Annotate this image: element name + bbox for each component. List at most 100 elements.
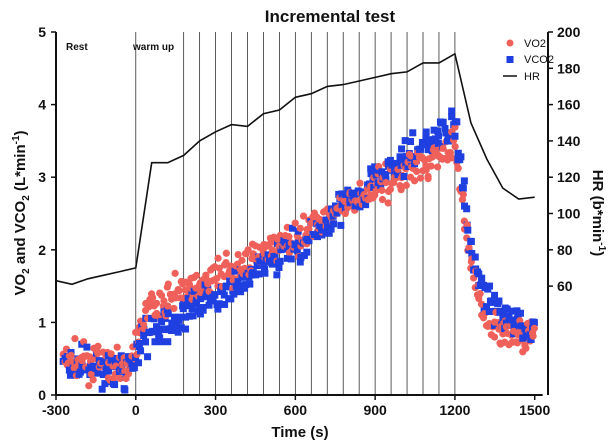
vco2-point bbox=[499, 314, 507, 322]
vco2-point bbox=[214, 305, 222, 313]
vco2-point bbox=[275, 264, 283, 272]
vco2-point bbox=[211, 291, 219, 299]
vo2-point bbox=[413, 167, 421, 176]
vco2-point bbox=[168, 327, 176, 335]
vco2-point bbox=[451, 132, 459, 140]
vo2-point bbox=[382, 178, 390, 187]
y-axis-label-left: VO2 and VCO2 (L*min-1) bbox=[11, 130, 32, 295]
vo2-point bbox=[238, 256, 246, 264]
vo2-point bbox=[234, 250, 242, 259]
vco2-point bbox=[424, 146, 432, 154]
vco2-point bbox=[230, 290, 238, 298]
vco2-point bbox=[156, 334, 164, 342]
vco2-point bbox=[164, 338, 172, 346]
vco2-point bbox=[276, 257, 284, 265]
legend-label-vo2: VO2 bbox=[524, 38, 546, 50]
vo2-point bbox=[428, 153, 436, 161]
vco2-point bbox=[448, 113, 456, 121]
vco2-point bbox=[427, 141, 435, 149]
vo2-point bbox=[164, 280, 172, 288]
vco2-point bbox=[483, 303, 491, 311]
vco2-point bbox=[150, 315, 158, 323]
vco2-point bbox=[182, 325, 190, 333]
vco2-point bbox=[485, 307, 493, 315]
vco2-point bbox=[231, 267, 239, 275]
vco2-point bbox=[253, 261, 261, 269]
vco2-point bbox=[94, 369, 102, 377]
vco2-point bbox=[151, 338, 159, 346]
vco2-point bbox=[324, 223, 332, 231]
vo2-point bbox=[71, 334, 79, 343]
vco2-point bbox=[285, 243, 293, 251]
vco2-point bbox=[205, 301, 213, 309]
vco2-point bbox=[261, 269, 269, 277]
vo2-point bbox=[454, 164, 462, 172]
legend-marker-vco2 bbox=[506, 56, 514, 63]
vo2-point bbox=[296, 224, 304, 232]
vco2-point bbox=[409, 129, 417, 137]
vo2-point bbox=[107, 350, 115, 358]
vo2-point bbox=[113, 343, 121, 351]
vo2-point bbox=[94, 342, 102, 350]
vco2-point bbox=[153, 323, 161, 331]
vco2-point bbox=[184, 295, 192, 303]
vo2-point bbox=[490, 333, 499, 341]
vo2-point bbox=[378, 186, 386, 194]
vco2-point bbox=[149, 327, 157, 335]
vo2-point bbox=[476, 289, 484, 298]
vco2-point bbox=[337, 221, 345, 229]
vco2-point bbox=[422, 128, 430, 136]
vco2-point bbox=[234, 278, 242, 286]
vo2-point bbox=[80, 338, 88, 346]
vo2-point bbox=[427, 162, 435, 170]
vco2-point bbox=[398, 145, 406, 153]
vco2-point bbox=[491, 291, 499, 299]
vco2-point bbox=[382, 171, 390, 179]
vco2-point bbox=[367, 170, 375, 178]
vco2-point bbox=[227, 295, 235, 303]
vco2-point bbox=[377, 181, 385, 189]
vo2-point bbox=[170, 304, 178, 313]
vco2-point bbox=[516, 309, 524, 317]
vco2-point bbox=[475, 270, 483, 278]
vco2-point bbox=[177, 324, 185, 332]
vco2-point bbox=[457, 153, 465, 161]
vco2-point bbox=[255, 270, 263, 278]
vco2-point bbox=[196, 310, 204, 318]
vco2-point bbox=[98, 385, 106, 393]
vo2-point bbox=[307, 219, 315, 227]
vo2-point bbox=[424, 175, 432, 183]
vco2-point bbox=[459, 184, 467, 192]
vco2-point bbox=[453, 118, 461, 126]
vco2-point bbox=[508, 316, 516, 324]
vco2-point bbox=[163, 306, 171, 314]
vco2-point bbox=[261, 265, 269, 273]
vco2-point bbox=[232, 282, 240, 290]
vco2-point bbox=[468, 250, 476, 258]
y-tick-label-right: 140 bbox=[557, 133, 581, 149]
vco2-point bbox=[393, 159, 401, 167]
vo2-point bbox=[439, 144, 447, 152]
vco2-point bbox=[296, 258, 304, 266]
vo2-point bbox=[152, 299, 161, 307]
vco2-point bbox=[330, 220, 338, 228]
vco2-point bbox=[174, 328, 182, 336]
axes: -300 0 300 600 900 1200 1500012345608010012014… bbox=[38, 24, 580, 418]
y-tick-label-right: 100 bbox=[557, 206, 581, 222]
vco2-point bbox=[489, 298, 497, 306]
vo2-point bbox=[116, 374, 124, 383]
vco2-point bbox=[305, 236, 313, 244]
vco2-point bbox=[398, 157, 406, 165]
vco2-point bbox=[420, 140, 428, 148]
vco2-point bbox=[394, 171, 402, 179]
vco2-point bbox=[441, 124, 449, 132]
y-tick-label-left: 1 bbox=[38, 314, 46, 330]
vo2-point bbox=[378, 195, 387, 204]
legend-label-hr: HR bbox=[524, 71, 540, 83]
vco2-point bbox=[422, 132, 430, 140]
vco2-point bbox=[460, 177, 468, 185]
vco2-point bbox=[314, 230, 322, 238]
vo2-point bbox=[160, 297, 168, 305]
vo2-point bbox=[89, 376, 97, 384]
vco2-point bbox=[177, 313, 185, 321]
